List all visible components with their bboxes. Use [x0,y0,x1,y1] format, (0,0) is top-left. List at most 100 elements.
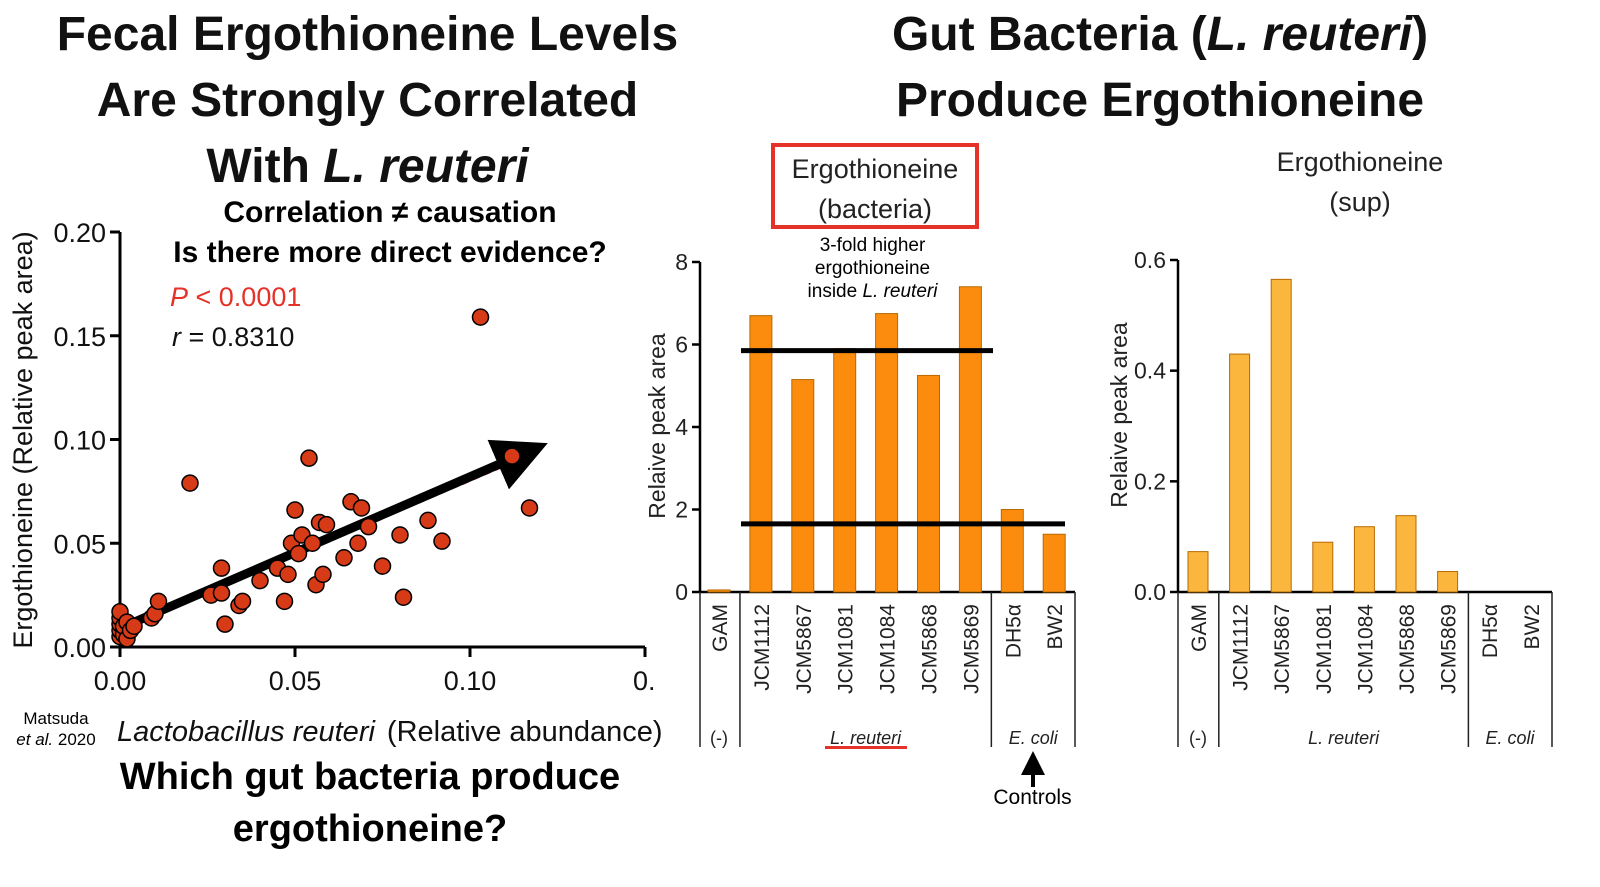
bar [917,374,940,593]
bar [749,315,773,593]
fold-note-species: L. reuteri [862,281,938,302]
bar-category-label: JCM1081 [835,604,858,694]
scatter-y-tick-label: 0.10 [53,426,106,456]
p-value-text: < 0.0001 [188,282,301,312]
bar-y-tick-label: 0.4 [1134,358,1166,384]
p-value-symbol: P [170,282,188,312]
p-value-label: P < 0.0001 [170,282,301,312]
bar [1000,509,1024,593]
bar [1312,541,1334,593]
scatter-point [373,557,392,575]
subtitle-evidence: Is there more direct evidence? [173,236,607,269]
supernatant-bar-chart: Ergothioneine (sup) Relaive peak area 0.… [1106,147,1553,748]
left-title-line-2: Are Strongly Correlated [96,74,639,127]
bar-category-label: JCM5869 [1438,604,1461,694]
scatter-point [212,559,231,577]
scatter-point [149,592,168,611]
bar [1395,515,1417,593]
bar [958,286,982,593]
scatter-point [503,447,521,465]
bacteria-y-axis-label: Relaive peak area [644,333,670,519]
group-label: (-) [1189,728,1207,748]
left-title: Fecal Ergothioneine Levels Are Strongly … [0,2,735,200]
bar [791,379,815,593]
bar-y-tick-label: 8 [675,249,688,275]
right-title-pre: Gut Bacteria ( [891,8,1207,61]
bar-y-tick-label: 2 [675,497,688,523]
bar-category-label: DH5α [1002,604,1025,658]
bar-y-tick-label: 4 [675,414,688,440]
bar-category-label: DH5α [1479,604,1502,658]
r-value-label: r = 0.8310 [172,322,294,352]
scatter-point [303,534,322,552]
right-title-species: L. reuteri [1206,8,1413,61]
bar [1353,526,1375,593]
bar-category-label: GAM [1188,604,1211,652]
bar-category-label: JCM1084 [877,604,900,694]
bar [833,348,857,593]
scatter-point [314,565,332,584]
scatter-y-tick-label: 0.20 [53,218,106,248]
group-label: L. reuteri [1308,728,1380,748]
citation: Matsuda et al. 2020 [2,708,110,750]
scatter-point [251,571,269,590]
scatter-y-tick-label: 0.15 [53,322,106,352]
scatter-point [433,532,451,550]
scatter-point [335,549,353,567]
bar [1229,353,1251,593]
left-title-species: L. reuteri [323,140,529,193]
bar-y-tick-label: 0 [675,579,688,605]
bar-y-tick-label: 0.0 [1134,579,1166,605]
bar [707,589,731,593]
scatter-point [419,511,437,530]
scatter-point [352,499,371,517]
scatter-y-tick-label: 0.00 [53,633,106,663]
fold-note-line-1: 3-fold higher [819,235,926,256]
scatter-point [233,592,252,611]
scatter-x-axis-label: Lactobacillus reuteri (Relative abundance… [117,716,663,748]
highlight-box [771,143,979,229]
sup-chart-title-line-2: (sup) [1329,187,1391,217]
bar [1042,533,1066,593]
scatter-point [359,517,378,536]
scatter-point [317,515,336,534]
question-line-1: Which gut bacteria produce [119,756,621,798]
scatter-x-axis-label-unit: (Relative abundance) [387,716,663,748]
scatter-point [391,526,409,544]
bar-y-tick-label: 0.6 [1134,247,1166,273]
question-line-2: ergothioneine? [232,808,508,850]
citation-author: Matsuda [23,709,89,728]
right-title-post: ) [1412,8,1429,61]
scatter-y-tick-label: 0.05 [53,529,106,559]
scatter-point [394,588,413,606]
fold-note: 3-fold higher ergothioneine inside L. re… [770,234,975,303]
bar-category-label: GAM [709,604,732,652]
subtitle-correlation: Correlation ≠ causation [223,196,557,229]
bar-category-label: JCM1112 [1230,604,1253,691]
controls-label: Controls [993,786,1072,809]
scatter-point [289,544,308,563]
sup-chart-title-line-1: Ergothioneine [1277,147,1444,177]
trend-arrow [118,439,548,633]
scatter-point [275,592,294,611]
scatter-point [520,499,539,517]
bar-category-label: JCM1081 [1313,604,1336,694]
scatter-point [279,565,297,584]
bar-category-label: BW2 [1521,604,1544,650]
fold-note-line-3: inside L. reuteri [770,280,975,303]
fold-note-inside: inside [807,281,863,302]
highlight-underline [825,746,907,749]
scatter-x-axis-label-species: Lactobacillus reuteri [117,716,376,748]
group-label: E. coli [1485,728,1535,748]
bar [1270,278,1292,593]
citation-year: 2020 [53,730,96,749]
right-title-line-1: Gut Bacteria (L. reuteri) [790,2,1530,68]
bar-category-label: JCM5867 [1271,604,1294,694]
bacteria-chart-title-line-1: Ergothioneine [792,154,959,184]
group-label: (-) [710,728,728,748]
bar-y-tick-label: 6 [675,332,688,358]
scatter-point [216,615,234,633]
right-title-line-2: Produce Ergothioneine [895,74,1425,127]
scatter-point [286,501,304,519]
